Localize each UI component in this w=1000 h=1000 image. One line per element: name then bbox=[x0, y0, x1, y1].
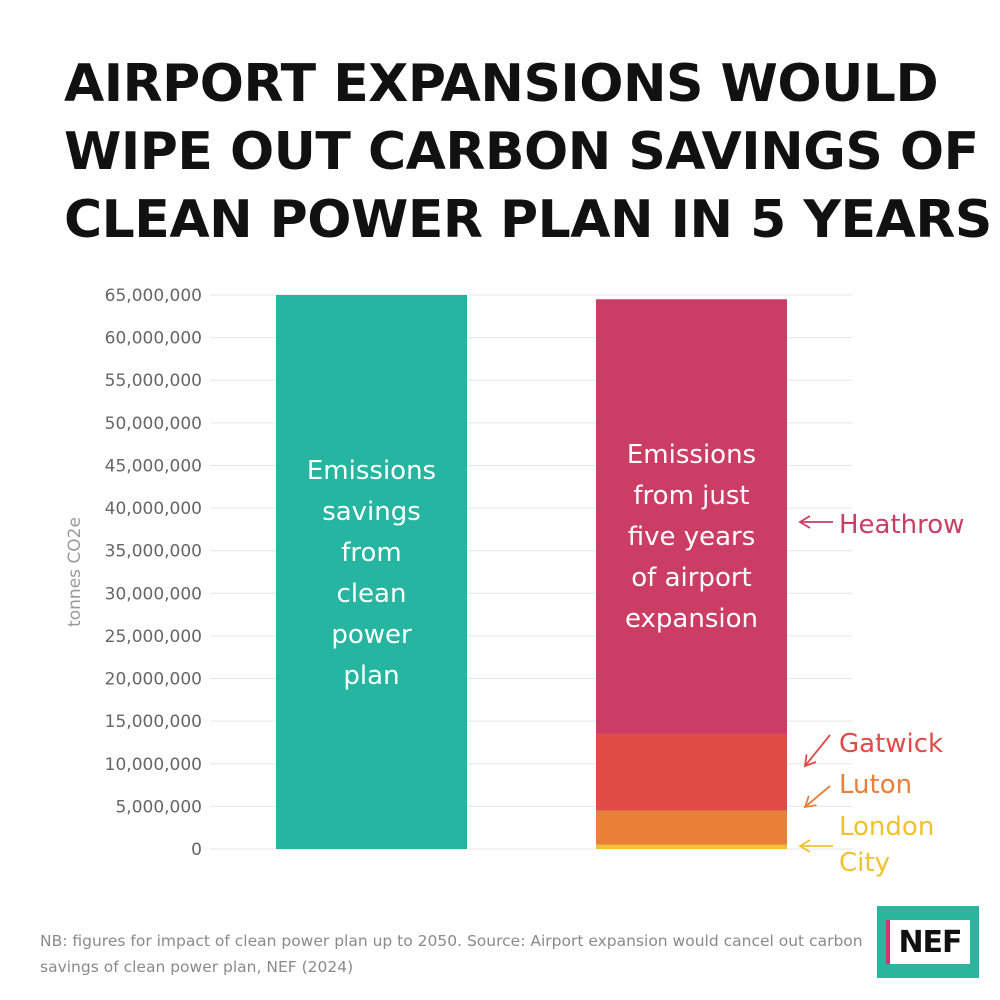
y-tick-label: 10,000,000 bbox=[105, 755, 202, 775]
annotation-arrow-head bbox=[798, 839, 811, 853]
bar-label-line: Emissions bbox=[307, 456, 436, 486]
y-tick-label: 35,000,000 bbox=[105, 542, 202, 562]
annotation-london-city: London City bbox=[798, 812, 934, 878]
bar-label-line: of airport bbox=[631, 563, 751, 593]
y-axis-label: tonnes CO2e bbox=[65, 517, 85, 627]
bar-segment-luton bbox=[596, 810, 787, 845]
clean-power-bar bbox=[276, 295, 467, 849]
bar-label-line: Emissions bbox=[627, 440, 756, 470]
annotation-heathrow: Heathrow bbox=[798, 510, 964, 540]
annotation-gatwick: Gatwick bbox=[803, 729, 943, 768]
bar-label-line: plan bbox=[343, 661, 399, 691]
y-tick-label: 25,000,000 bbox=[105, 627, 202, 647]
bar-segment-london-city bbox=[596, 844, 787, 849]
y-tick-label: 55,000,000 bbox=[105, 371, 202, 391]
annotation-label: Luton bbox=[839, 770, 912, 800]
y-tick-label: 65,000,000 bbox=[105, 286, 202, 306]
bars bbox=[276, 295, 787, 849]
y-tick-label: 5,000,000 bbox=[115, 797, 202, 817]
bar-label-line: expansion bbox=[625, 604, 758, 634]
annotation-arrow-line bbox=[804, 734, 831, 767]
y-tick-label: 0 bbox=[191, 840, 202, 860]
annotation-arrow-head bbox=[803, 795, 817, 809]
y-axis-ticks: 0 5,000,000 10,000,000 15,000,000 20,000,000… bbox=[105, 286, 202, 860]
bar-label-line: clean bbox=[337, 579, 407, 609]
y-tick-label: 40,000,000 bbox=[105, 499, 202, 519]
annotation-arrow-line bbox=[804, 785, 831, 808]
annotation-label: City bbox=[839, 848, 890, 878]
segment-annotations: Heathrow Gatwick Luton London City bbox=[798, 510, 964, 878]
bar-segment bbox=[276, 295, 467, 849]
title-line-3: CLEAN POWER PLAN IN 5 YEARS bbox=[64, 190, 992, 250]
annotation-luton: Luton bbox=[803, 770, 912, 809]
chart-title: AIRPORT EXPANSIONS WOULD WIPE OUT CARBON… bbox=[64, 50, 992, 254]
bar-label-line: power bbox=[331, 620, 412, 650]
y-tick-label: 60,000,000 bbox=[105, 329, 202, 349]
y-tick-label: 20,000,000 bbox=[105, 670, 202, 690]
annotation-label: Gatwick bbox=[839, 729, 943, 759]
y-tick-label: 15,000,000 bbox=[105, 712, 202, 732]
bar-label-line: from just bbox=[633, 481, 749, 511]
title-line-1: AIRPORT EXPANSIONS WOULD bbox=[64, 54, 939, 114]
title-line-2: WIPE OUT CARBON SAVINGS OF bbox=[64, 122, 979, 182]
y-tick-label: 45,000,000 bbox=[105, 456, 202, 476]
nef-logo: NEF bbox=[877, 906, 979, 978]
y-tick-label: 30,000,000 bbox=[105, 584, 202, 604]
annotation-arrow-head bbox=[798, 515, 811, 529]
bar-labels: Emissions savings from clean power plan Emissi… bbox=[307, 440, 758, 691]
airport-expansion-bar bbox=[596, 299, 787, 849]
footnote: NB: figures for impact of clean power pl… bbox=[40, 932, 863, 976]
y-tick-label: 50,000,000 bbox=[105, 414, 202, 434]
bar-segment-heathrow bbox=[596, 299, 787, 734]
bar-label-line: savings bbox=[322, 497, 421, 527]
bar-label-line: from bbox=[341, 538, 402, 568]
bar-label-line: five years bbox=[628, 522, 756, 552]
nef-logo-text: NEF bbox=[886, 920, 970, 964]
annotation-label: London bbox=[839, 812, 934, 842]
annotation-arrow-head bbox=[803, 754, 817, 768]
annotation-label: Heathrow bbox=[839, 510, 964, 540]
bar-segment-gatwick bbox=[596, 733, 787, 811]
